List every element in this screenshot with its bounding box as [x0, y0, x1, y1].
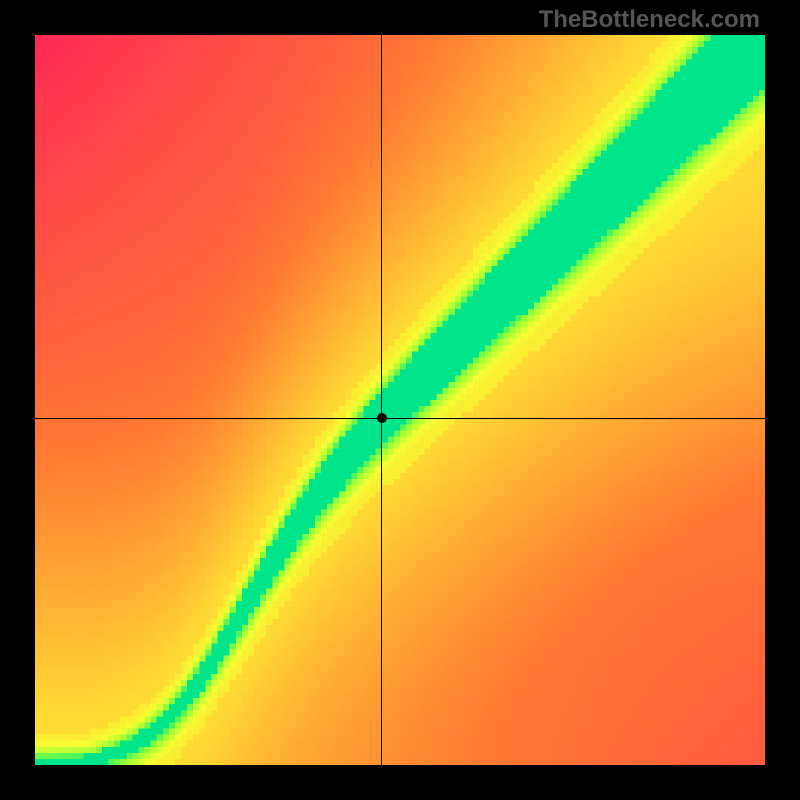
source-watermark: TheBottleneck.com	[539, 6, 760, 34]
crosshair-dot	[377, 413, 387, 423]
crosshair-horizontal	[35, 418, 765, 419]
crosshair-vertical	[381, 35, 382, 765]
bottleneck-heatmap	[35, 35, 765, 765]
chart-container: { "source_watermark": { "text": "TheBott…	[0, 0, 800, 800]
